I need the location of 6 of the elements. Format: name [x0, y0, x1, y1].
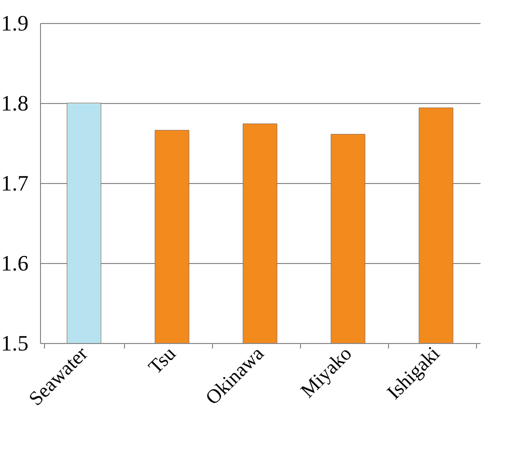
y-tick-label: 1.8: [1, 90, 28, 116]
y-tick-label: 1.7: [1, 170, 28, 196]
y-tick-label: 1.9: [1, 10, 28, 36]
y-tick-label: 1.6: [1, 250, 28, 276]
x-tick-label: Tsu: [144, 342, 180, 379]
y-tick-label: 1.5: [1, 330, 28, 356]
